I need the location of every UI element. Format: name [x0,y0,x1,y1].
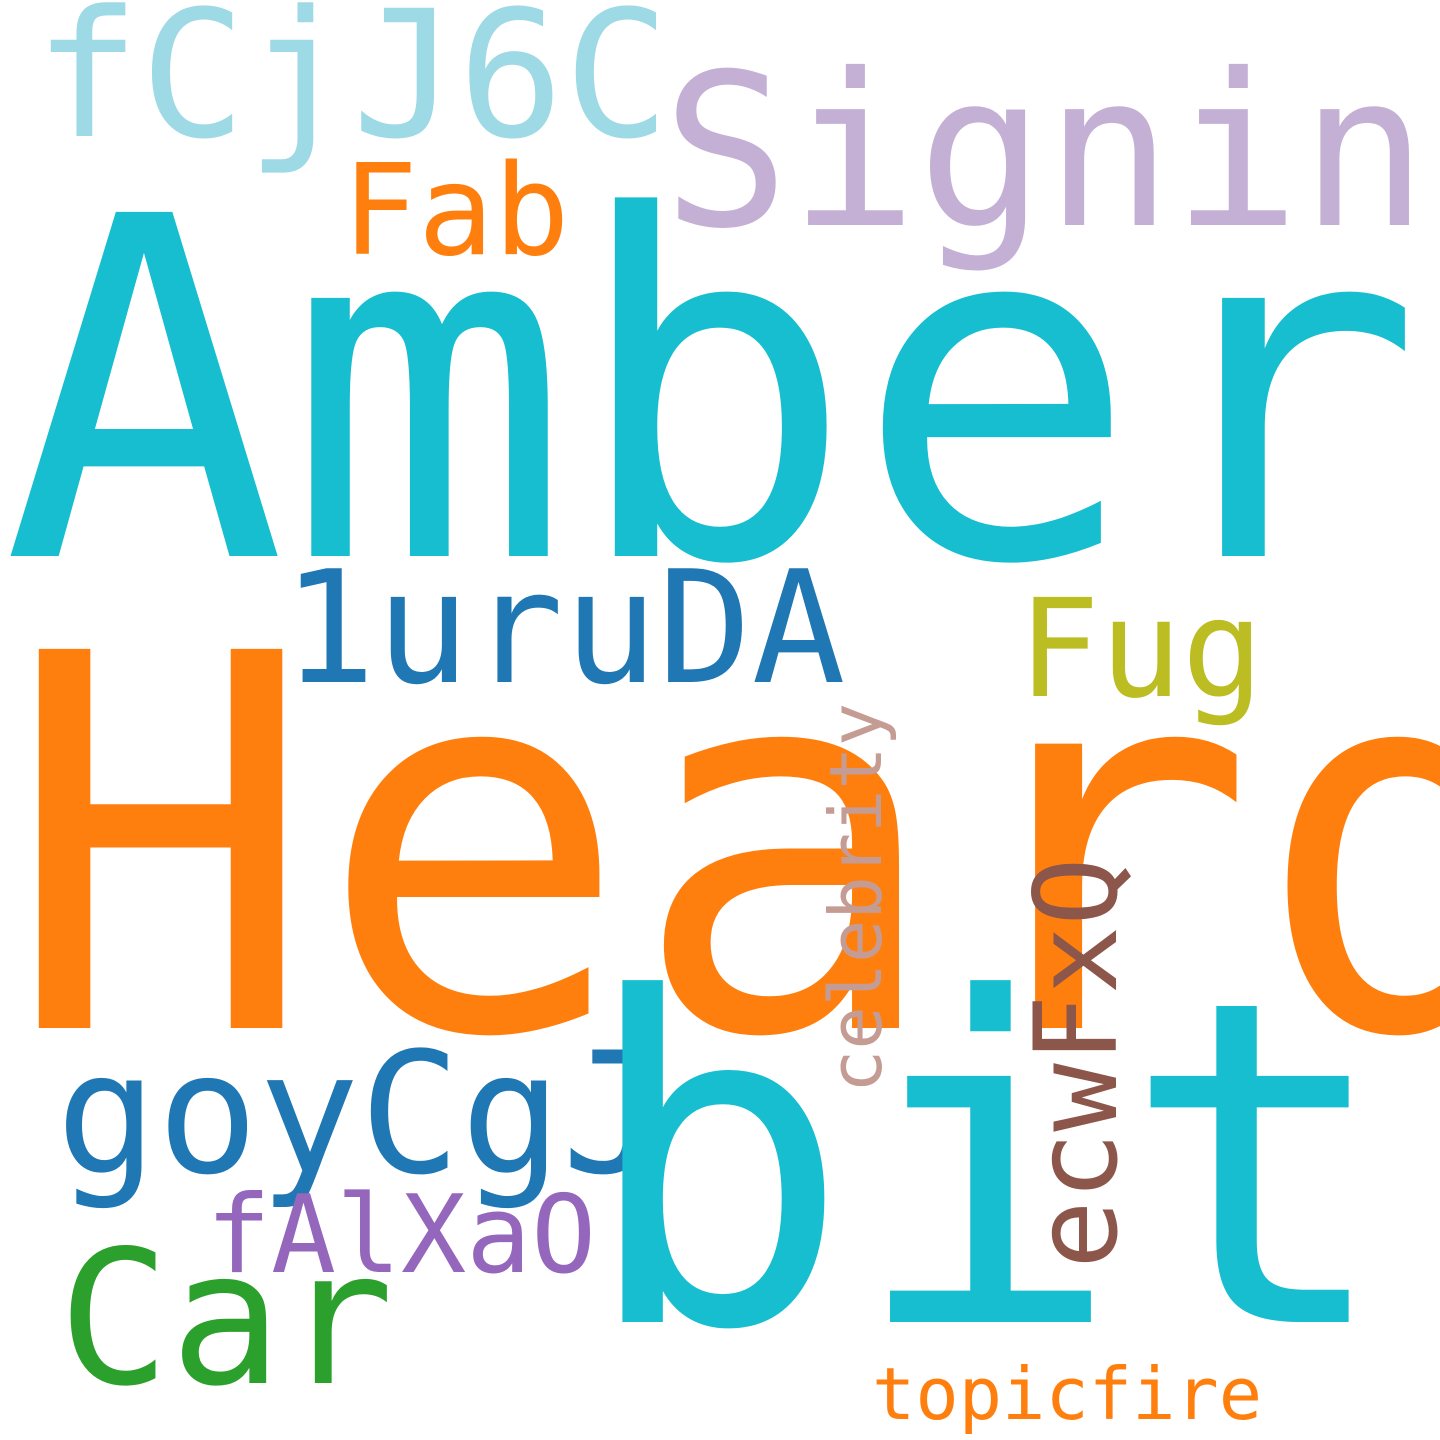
word-fug: Fug [1018,571,1264,729]
word-1uruda: 1uruDA [282,537,846,719]
word-signing: Signing [662,28,1440,275]
word-bit: bit [580,905,1393,1429]
word-fab: Fab [342,137,570,284]
word-amber: Amber [2,119,1423,668]
word-goycgj: goyCgJ [56,1016,663,1212]
word-heard: Heard [4,545,1440,1151]
word-falxao: fAlXaO [206,1173,597,1298]
word-topicfire: topicfire [872,1352,1263,1436]
word-fcjj6c: fCjJ6C [34,0,670,178]
word-car: Car [58,1210,394,1427]
